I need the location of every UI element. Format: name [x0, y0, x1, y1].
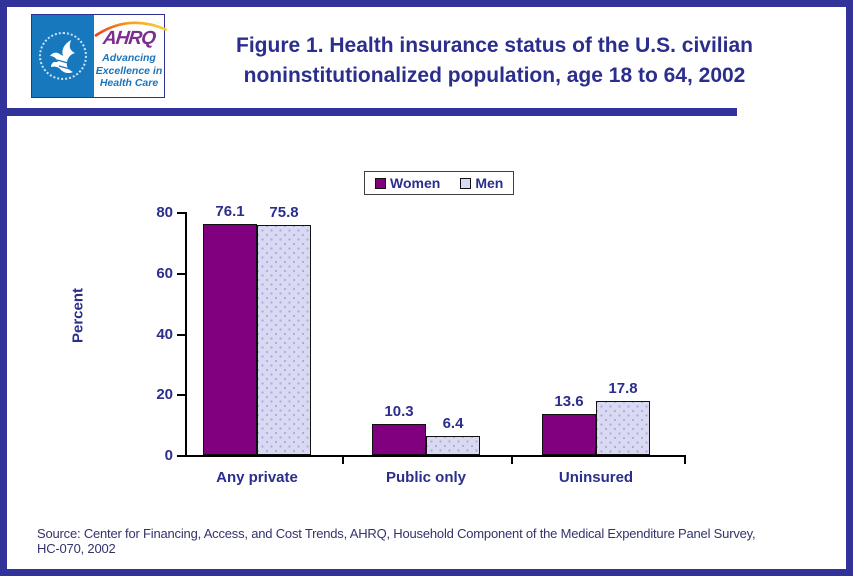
y-tick — [177, 334, 185, 336]
ahrq-wordmark: AHRQ — [101, 28, 157, 49]
value-label: 10.3 — [384, 403, 414, 420]
y-tick — [177, 273, 185, 275]
bar-women-public-only — [372, 424, 426, 455]
figure-title-line: Figure 1. Health insurance status of the… — [236, 34, 753, 57]
y-tick-label: 80 — [156, 204, 173, 221]
y-tick — [177, 212, 185, 214]
bar-chart: 0 20 40 60 80 76.1 75.8 Any private 10.3 6.4 Publi… — [7, 127, 846, 517]
figure-title: Figure 1. Health insurance status of the… — [167, 31, 822, 91]
x-tick — [684, 457, 686, 464]
bar-men-any-private — [257, 225, 311, 455]
header-divider — [7, 108, 737, 116]
y-tick-label: 60 — [156, 265, 173, 282]
chart-legend: Women Men — [364, 171, 514, 195]
category-label-uninsured: Uninsured — [558, 469, 634, 486]
bar-women-uninsured — [542, 414, 596, 455]
value-label: 76.1 — [215, 203, 245, 220]
source-line: HC-070, 2002 — [37, 541, 116, 556]
legend-item-men: Men — [460, 175, 503, 191]
y-axis-title: Percent — [69, 287, 87, 344]
men-swatch-icon — [460, 177, 472, 189]
figure-title-line: noninstitutionalized population, age 18 … — [243, 64, 746, 87]
tagline-line: Advancing — [102, 52, 156, 64]
hhs-logo — [32, 15, 94, 97]
y-tick — [177, 455, 185, 457]
x-tick — [511, 457, 513, 464]
y-axis — [185, 212, 187, 457]
source-note: Source: Center for Financing, Access, an… — [37, 526, 827, 556]
legend-item-women: Women — [375, 175, 440, 191]
value-label: 17.8 — [608, 380, 638, 397]
y-tick-label: 0 — [164, 447, 173, 464]
tagline-line: Health Care — [99, 77, 159, 89]
category-label-any-private: Any private — [216, 469, 298, 486]
bar-men-uninsured — [596, 401, 650, 455]
y-tick-label: 20 — [156, 386, 173, 403]
y-tick — [177, 394, 185, 396]
legend-label-women: Women — [390, 175, 441, 191]
hhs-seal — [39, 32, 87, 80]
ahrq-tagline: Advancing Excellence in Health Care — [94, 52, 164, 90]
source-line: Source: Center for Financing, Access, an… — [37, 526, 756, 541]
agency-logo: AHRQ Advancing Excellence in Health Care — [31, 14, 168, 98]
x-axis — [185, 455, 686, 457]
value-label: 6.4 — [442, 415, 464, 432]
bar-men-public-only — [426, 436, 480, 455]
ahrq-arc-icon — [94, 21, 168, 37]
bar-women-any-private — [203, 224, 257, 455]
legend-label-men: Men — [475, 175, 504, 191]
category-label-public-only: Public only — [385, 469, 466, 486]
tagline-line: Excellence in — [95, 64, 163, 77]
value-label: 75.8 — [269, 204, 299, 221]
eagle-icon — [50, 40, 75, 74]
value-label: 13.6 — [554, 393, 584, 410]
slide-content: AHRQ Advancing Excellence in Health Care… — [7, 7, 846, 569]
ahrq-logo: AHRQ Advancing Excellence in Health Care — [94, 15, 168, 97]
x-tick — [342, 457, 344, 464]
women-swatch-icon — [375, 177, 386, 189]
y-tick-label: 40 — [156, 326, 173, 343]
